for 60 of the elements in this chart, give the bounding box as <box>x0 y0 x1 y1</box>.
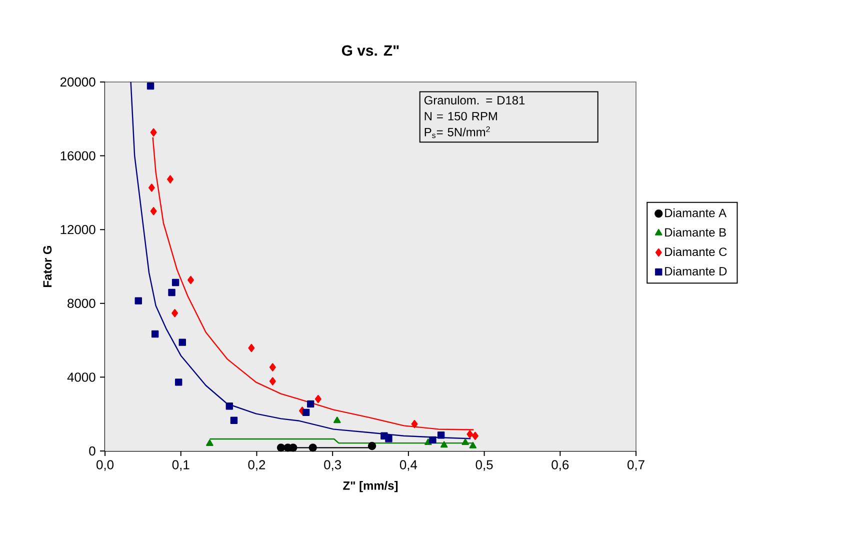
x-axis-title: Z" [mm/s] <box>343 481 398 492</box>
point <box>150 128 157 136</box>
point <box>248 344 255 352</box>
point <box>334 416 341 424</box>
point <box>146 82 154 90</box>
point <box>429 436 436 444</box>
y-tick-label: 20000 <box>60 77 96 87</box>
legend-label: Diamante C <box>665 247 727 256</box>
point <box>289 444 298 452</box>
point <box>314 394 322 404</box>
point <box>308 444 317 452</box>
point <box>188 276 194 284</box>
point <box>440 441 448 448</box>
x-tick-label: 0,0 <box>96 460 114 471</box>
point <box>168 288 176 296</box>
point <box>462 438 469 446</box>
point <box>167 175 174 184</box>
legend-label: Diamante B <box>665 228 726 237</box>
x-tick-label: 0,6 <box>552 460 569 471</box>
point <box>151 330 159 338</box>
annotation: P$_{s}$= 5N/mm$^{2}$ <box>424 126 490 138</box>
point <box>269 377 276 386</box>
point <box>276 444 286 452</box>
point <box>411 420 418 428</box>
y-tick-label: 8000 <box>68 298 96 308</box>
x-tick-label: 0,2 <box>248 460 266 471</box>
legend-label: Diamante A <box>665 208 727 218</box>
annotation: N = 150 RPM <box>424 112 497 120</box>
point <box>148 184 155 192</box>
point <box>174 378 182 386</box>
y-tick-label: 12000 <box>60 224 96 234</box>
x-tick-label: 0,1 <box>172 460 190 471</box>
x-tick-label: 0,5 <box>476 460 493 471</box>
point <box>306 400 314 408</box>
y-tick-label: 16000 <box>60 151 96 160</box>
y-axis-title: Fator G <box>43 246 52 287</box>
point <box>134 297 142 304</box>
x-tick-label: 0,4 <box>400 460 418 471</box>
x-tick-label: 0,3 <box>324 460 342 471</box>
point <box>466 430 474 438</box>
point <box>178 338 186 346</box>
point <box>230 416 238 424</box>
point <box>172 278 180 286</box>
point <box>150 207 157 216</box>
point <box>469 442 477 448</box>
point <box>437 432 445 439</box>
x-tick-label: 0,7 <box>628 460 644 471</box>
point <box>368 442 376 450</box>
y-tick-label: 4000 <box>67 372 96 382</box>
annotation: Granulom. = D181 <box>424 96 525 104</box>
point <box>302 408 310 416</box>
point <box>269 363 276 372</box>
point <box>206 440 214 446</box>
y-tick-label: 0 <box>89 446 96 456</box>
point <box>172 309 178 318</box>
point <box>226 402 234 410</box>
chart-title: G vs. Z" <box>342 45 399 56</box>
point <box>385 435 392 442</box>
legend-label: Diamante D <box>665 266 727 276</box>
point <box>472 432 478 440</box>
